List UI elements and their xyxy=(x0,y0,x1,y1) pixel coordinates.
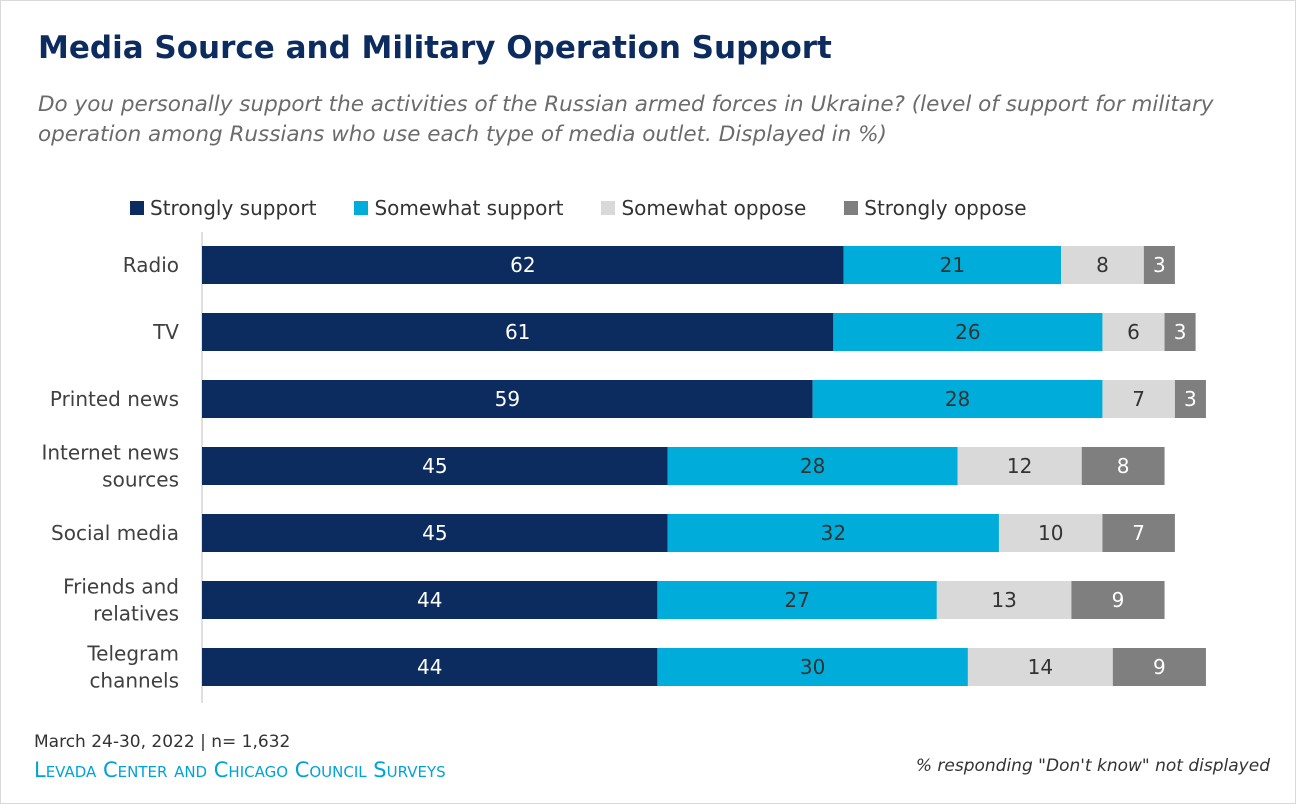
bar-value-label: 44 xyxy=(417,655,442,679)
bar-segment xyxy=(657,581,937,619)
category-label-line: relatives xyxy=(93,602,179,626)
bar-value-label: 3 xyxy=(1184,387,1197,411)
category-label: Telegram channels xyxy=(86,642,179,693)
category-label-line: sources xyxy=(102,468,179,492)
bar-value-label: 21 xyxy=(940,253,965,277)
stacked-bar-chart: Radio 62 21 8 3 TV 61 26 6 3 Printed news 59 28 7 3 Int… xyxy=(41,232,1206,703)
bar-value-label: 12 xyxy=(1007,454,1032,478)
bar-value-label: 28 xyxy=(945,387,970,411)
category-label-line: channels xyxy=(89,669,179,693)
bar-value-label: 62 xyxy=(510,253,535,277)
legend-item-strongly-support: Strongly support xyxy=(130,196,316,220)
bar-segment xyxy=(1143,246,1175,284)
legend-label: Somewhat support xyxy=(374,196,564,220)
bar-segment xyxy=(1174,380,1206,418)
bar-segment xyxy=(1102,514,1175,552)
category-label-line: Internet news xyxy=(41,441,179,465)
bar-value-label: 59 xyxy=(495,387,520,411)
bar-segment xyxy=(1164,313,1196,351)
category-label-line: Telegram xyxy=(86,642,179,666)
bar-segment xyxy=(833,313,1103,351)
bar-value-label: 3 xyxy=(1174,320,1187,344)
legend-label: Somewhat oppose xyxy=(621,196,807,220)
bar-segment xyxy=(1112,648,1206,686)
bar-value-label: 3 xyxy=(1153,253,1166,277)
bar-segment xyxy=(202,380,813,418)
bar-value-label: 30 xyxy=(800,655,825,679)
category-label-line: Printed news xyxy=(50,387,179,411)
bar-value-label: 7 xyxy=(1132,387,1145,411)
bar-value-label: 13 xyxy=(991,588,1016,612)
legend-label: Strongly oppose xyxy=(864,196,1027,220)
bar-value-label: 61 xyxy=(505,320,530,344)
bar-segment xyxy=(1061,246,1144,284)
bar-value-label: 9 xyxy=(1112,588,1125,612)
bar-segment xyxy=(1102,313,1165,351)
category-label: Radio xyxy=(123,253,179,277)
bar-segment xyxy=(657,648,968,686)
bar-segment xyxy=(202,514,668,552)
bar-segment xyxy=(202,581,658,619)
legend-item-somewhat-support: Somewhat support xyxy=(354,196,563,220)
category-label-line: Social media xyxy=(51,521,179,545)
legend-item-somewhat-oppose: Somewhat oppose xyxy=(601,196,806,220)
bar-segment xyxy=(936,581,1072,619)
bar-value-label: 45 xyxy=(422,521,447,545)
chart-subtitle: Do you personally support the activities… xyxy=(38,92,1214,147)
category-label-line: Radio xyxy=(123,253,179,277)
legend-swatch xyxy=(601,201,616,215)
category-label-line: Friends and xyxy=(63,575,179,599)
bar-value-label: 8 xyxy=(1096,253,1109,277)
bar-value-label: 45 xyxy=(422,454,447,478)
survey-date-sample: March 24-30, 2022 | n= 1,632 xyxy=(34,732,291,752)
bar-value-label: 14 xyxy=(1028,655,1053,679)
category-label: Friends and relatives xyxy=(63,575,179,626)
bar-segment xyxy=(998,514,1103,552)
bar-segment xyxy=(1081,447,1165,485)
bar-segment xyxy=(812,380,1103,418)
bar-segment xyxy=(667,514,999,552)
bar-segment xyxy=(957,447,1082,485)
chart-title: Media Source and Military Operation Supp… xyxy=(38,30,832,66)
bar-value-label: 6 xyxy=(1127,320,1140,344)
bar-segment xyxy=(202,246,844,284)
bar-value-label: 8 xyxy=(1117,454,1130,478)
bar-segment xyxy=(202,447,668,485)
legend-item-strongly-oppose: Strongly oppose xyxy=(844,196,1027,220)
bar-segment xyxy=(967,648,1113,686)
bar-value-label: 10 xyxy=(1038,521,1063,545)
bar-segment xyxy=(202,313,834,351)
category-label: Social media xyxy=(51,521,179,545)
category-label: TV xyxy=(152,320,179,344)
bar-value-label: 27 xyxy=(784,588,809,612)
source-credit: Levada Center and Chicago Council Survey… xyxy=(34,758,446,782)
legend-swatch xyxy=(354,201,369,215)
bar-value-label: 32 xyxy=(821,521,846,545)
bar-value-label: 7 xyxy=(1132,521,1145,545)
legend: Strongly support Somewhat support Somewh… xyxy=(130,194,1027,222)
category-label: Internet news sources xyxy=(41,441,179,492)
bar-value-label: 9 xyxy=(1153,655,1166,679)
category-label: Printed news xyxy=(50,387,179,411)
legend-swatch xyxy=(130,201,144,215)
category-label-line: TV xyxy=(152,320,179,344)
bar-segment xyxy=(843,246,1062,284)
bar-segment xyxy=(1071,581,1165,619)
bar-value-label: 28 xyxy=(800,454,825,478)
bar-value-label: 44 xyxy=(417,588,442,612)
bar-segment xyxy=(202,648,658,686)
legend-label: Strongly support xyxy=(150,196,317,220)
bar-value-label: 26 xyxy=(955,320,980,344)
bar-segment xyxy=(667,447,958,485)
bar-segment xyxy=(1102,380,1175,418)
legend-swatch xyxy=(844,201,859,215)
footnote: % responding "Don't know" not displayed xyxy=(915,756,1270,776)
